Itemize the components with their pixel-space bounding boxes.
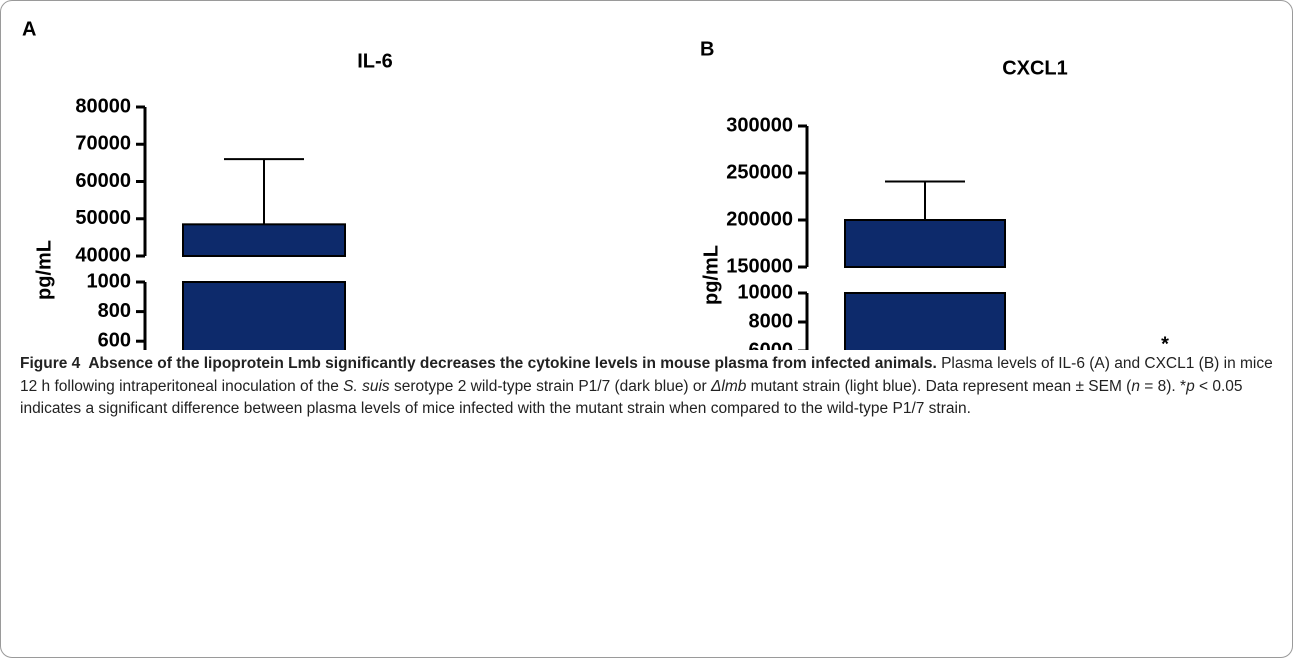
significance-mark: *	[1161, 333, 1169, 350]
panel-label: B	[700, 38, 714, 60]
caption-run: p	[1186, 377, 1195, 395]
caption-run: < 0.05 indicates a significant differenc…	[20, 377, 1247, 418]
caption-run: Figure 4	[20, 355, 81, 372]
chart-title: CXCL1	[1002, 57, 1068, 79]
y-tick-label: 40000	[75, 244, 131, 266]
caption-run: Plasma levels of IL-6 (A) and CXCL1 (B) …	[20, 355, 1278, 395]
y-axis-label: pg/mL	[33, 240, 55, 300]
caption: Figure 4 Absence of the lipoprotein Lmb …	[20, 353, 1275, 421]
chart-title: IL-6	[357, 50, 393, 72]
y-tick-label: 8000	[749, 310, 794, 332]
bar	[182, 223, 346, 257]
y-tick-label: 600	[98, 329, 131, 350]
y-tick-label: 80000	[75, 95, 131, 117]
panel-label: A	[22, 18, 36, 40]
bar	[844, 292, 1006, 350]
y-tick-label: 150000	[726, 255, 793, 277]
y-tick-label: 6000	[749, 339, 794, 350]
caption-run: Δlmb	[711, 377, 747, 395]
bar	[182, 281, 346, 350]
y-tick-label: 10000	[737, 281, 793, 303]
bar	[844, 219, 1006, 268]
y-axis-label: pg/mL	[700, 245, 722, 305]
y-tick-label: 800	[98, 300, 131, 322]
caption-run: mutant strain (light blue). Data represe…	[746, 377, 1132, 395]
caption-run: Absence of the lipoprotein Lmb significa…	[80, 355, 937, 372]
caption-run: serotype 2 wild-type strain P1/7 (dark b…	[389, 377, 711, 395]
caption-run: = 8). *	[1139, 377, 1187, 395]
y-tick-label: 1000	[87, 270, 132, 292]
y-tick-label: 200000	[726, 208, 793, 230]
y-tick-label: 70000	[75, 133, 131, 155]
charts: AIL-6pg/mLP1/7*P1/7 Δlmb0200400600800100…	[22, 18, 1169, 350]
y-tick-label: 60000	[75, 170, 131, 192]
y-tick-label: 300000	[726, 114, 793, 136]
y-tick-label: 250000	[726, 161, 793, 183]
caption-run: S. suis	[343, 377, 390, 395]
caption-run: n	[1131, 377, 1140, 395]
y-tick-label: 50000	[75, 207, 131, 229]
